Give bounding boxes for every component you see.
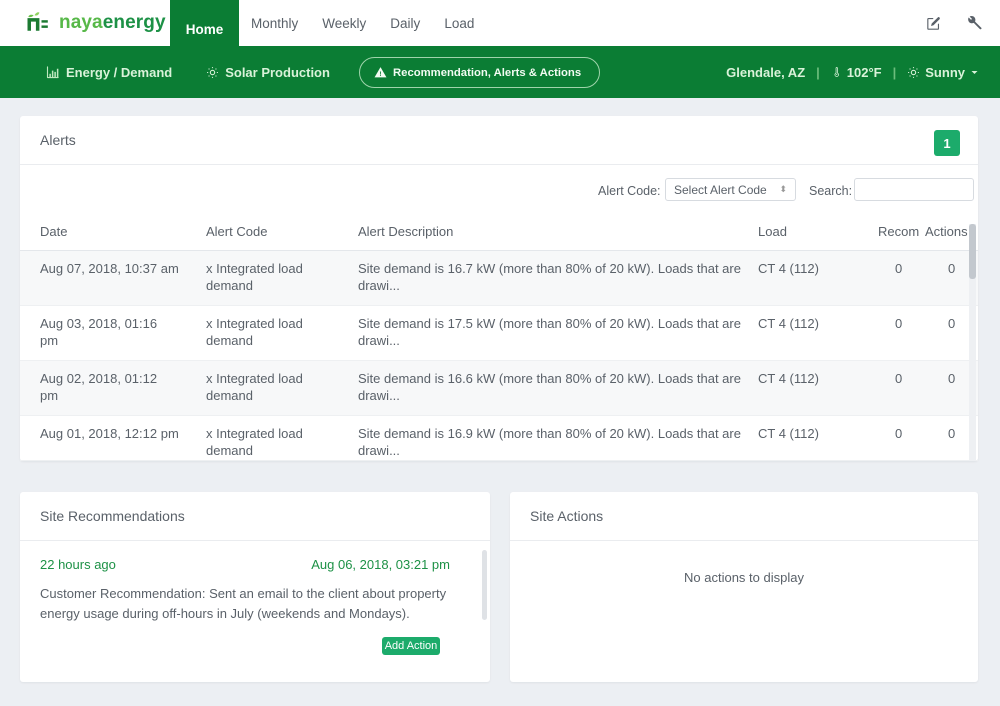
svg-text:!: ! — [379, 71, 381, 78]
